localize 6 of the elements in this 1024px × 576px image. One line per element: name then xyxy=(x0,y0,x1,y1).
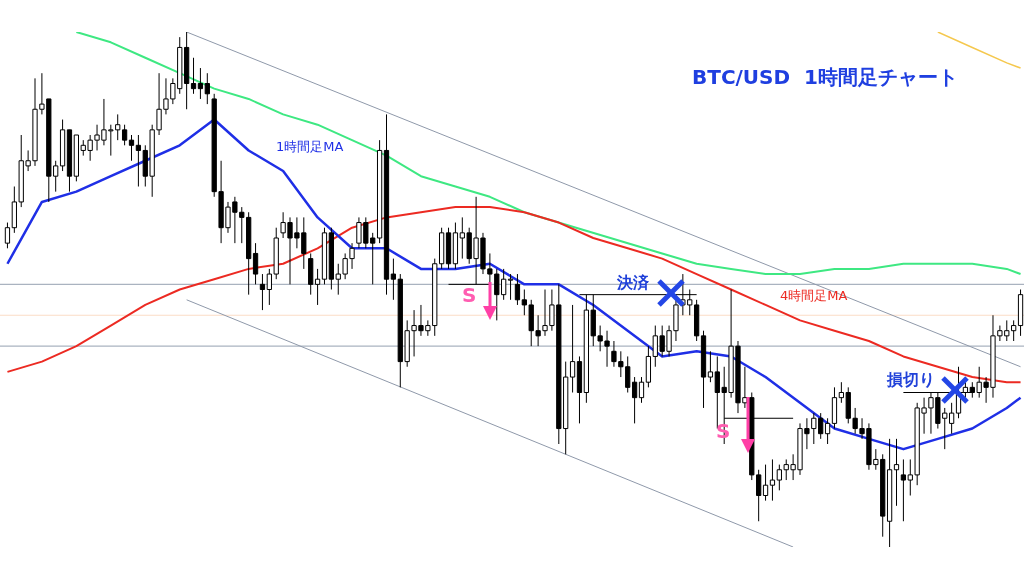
annotation: 損切り xyxy=(886,370,935,390)
annotation: 決済 xyxy=(616,273,650,293)
annotation: S xyxy=(462,283,477,308)
series-label: 4時間足MA xyxy=(780,288,848,304)
text: BTC/USD 1時間足チャート xyxy=(692,64,958,91)
series-label: 1時間足MA xyxy=(276,139,344,155)
